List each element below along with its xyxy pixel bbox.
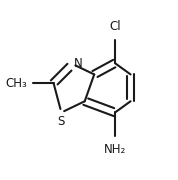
- Text: NH₂: NH₂: [104, 143, 126, 156]
- Text: N: N: [74, 57, 83, 70]
- Text: CH₃: CH₃: [5, 76, 27, 90]
- Text: S: S: [58, 115, 65, 128]
- Text: Cl: Cl: [109, 20, 121, 33]
